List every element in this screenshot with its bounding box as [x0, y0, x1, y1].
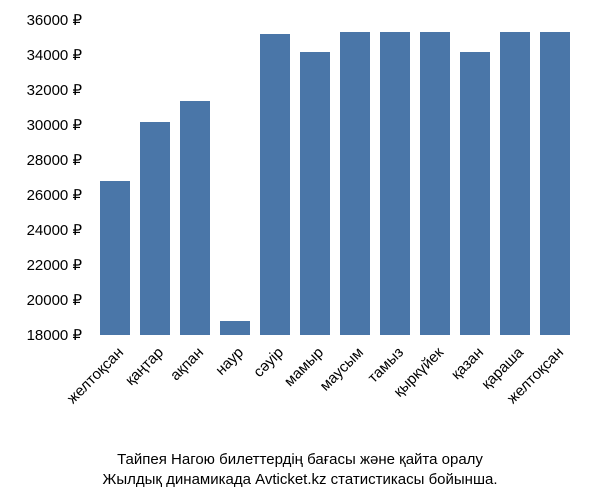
- x-tick: қыркүйек: [420, 338, 450, 448]
- chart-caption: Тайпея Нагою билеттердің бағасы және қай…: [0, 450, 600, 491]
- x-tick: қаңтар: [140, 338, 170, 448]
- y-tick-label: 24000 ₽: [27, 221, 82, 239]
- bar: [140, 122, 170, 336]
- y-tick-label: 32000 ₽: [27, 81, 82, 99]
- y-tick-label: 26000 ₽: [27, 186, 82, 204]
- plot-area: [95, 20, 575, 335]
- bar: [180, 101, 210, 336]
- caption-line-2: Жылдық динамикада Avticket.kz статистика…: [0, 470, 600, 490]
- bar: [300, 52, 330, 336]
- bar: [540, 32, 570, 335]
- x-tick: сәуір: [260, 338, 290, 448]
- x-tick-label: сәуір: [250, 344, 287, 381]
- y-tick-label: 34000 ₽: [27, 46, 82, 64]
- x-labels: желтоқсанқаңтарақпаннаурсәуірмамырмаусым…: [95, 338, 575, 448]
- bar: [460, 52, 490, 336]
- y-tick-label: 28000 ₽: [27, 151, 82, 169]
- bar: [420, 32, 450, 335]
- bar: [340, 32, 370, 335]
- chart-container: 18000 ₽ 20000 ₽ 22000 ₽ 24000 ₽ 26000 ₽ 28000…: [0, 0, 600, 500]
- y-tick-label: 30000 ₽: [27, 116, 82, 134]
- y-tick-label: 18000 ₽: [27, 326, 82, 344]
- bar: [100, 181, 130, 335]
- y-tick-label: 36000 ₽: [27, 11, 82, 29]
- x-tick: маусым: [340, 338, 370, 448]
- bar: [500, 32, 530, 335]
- x-tick-label: ақпан: [167, 344, 207, 384]
- y-tick-label: 22000 ₽: [27, 256, 82, 274]
- caption-line-1: Тайпея Нагою билеттердің бағасы және қай…: [0, 450, 600, 470]
- x-tick: ақпан: [180, 338, 210, 448]
- x-tick: мамыр: [300, 338, 330, 448]
- y-axis: 18000 ₽20000 ₽22000 ₽24000 ₽26000 ₽28000…: [0, 20, 90, 335]
- x-tick-label: наур: [212, 344, 247, 379]
- x-tick: қазан: [460, 338, 490, 448]
- x-axis: желтоқсанқаңтарақпаннаурсәуірмамырмаусым…: [95, 338, 575, 448]
- y-tick-label: 20000 ₽: [27, 291, 82, 309]
- x-tick: желтоқсан: [100, 338, 130, 448]
- x-tick: наур: [220, 338, 250, 448]
- x-tick: желтоқсан: [540, 338, 570, 448]
- bar: [220, 321, 250, 335]
- bar: [380, 32, 410, 335]
- x-tick-label: желтоқсан: [64, 344, 127, 407]
- bar: [260, 34, 290, 335]
- bars-group: [95, 20, 575, 335]
